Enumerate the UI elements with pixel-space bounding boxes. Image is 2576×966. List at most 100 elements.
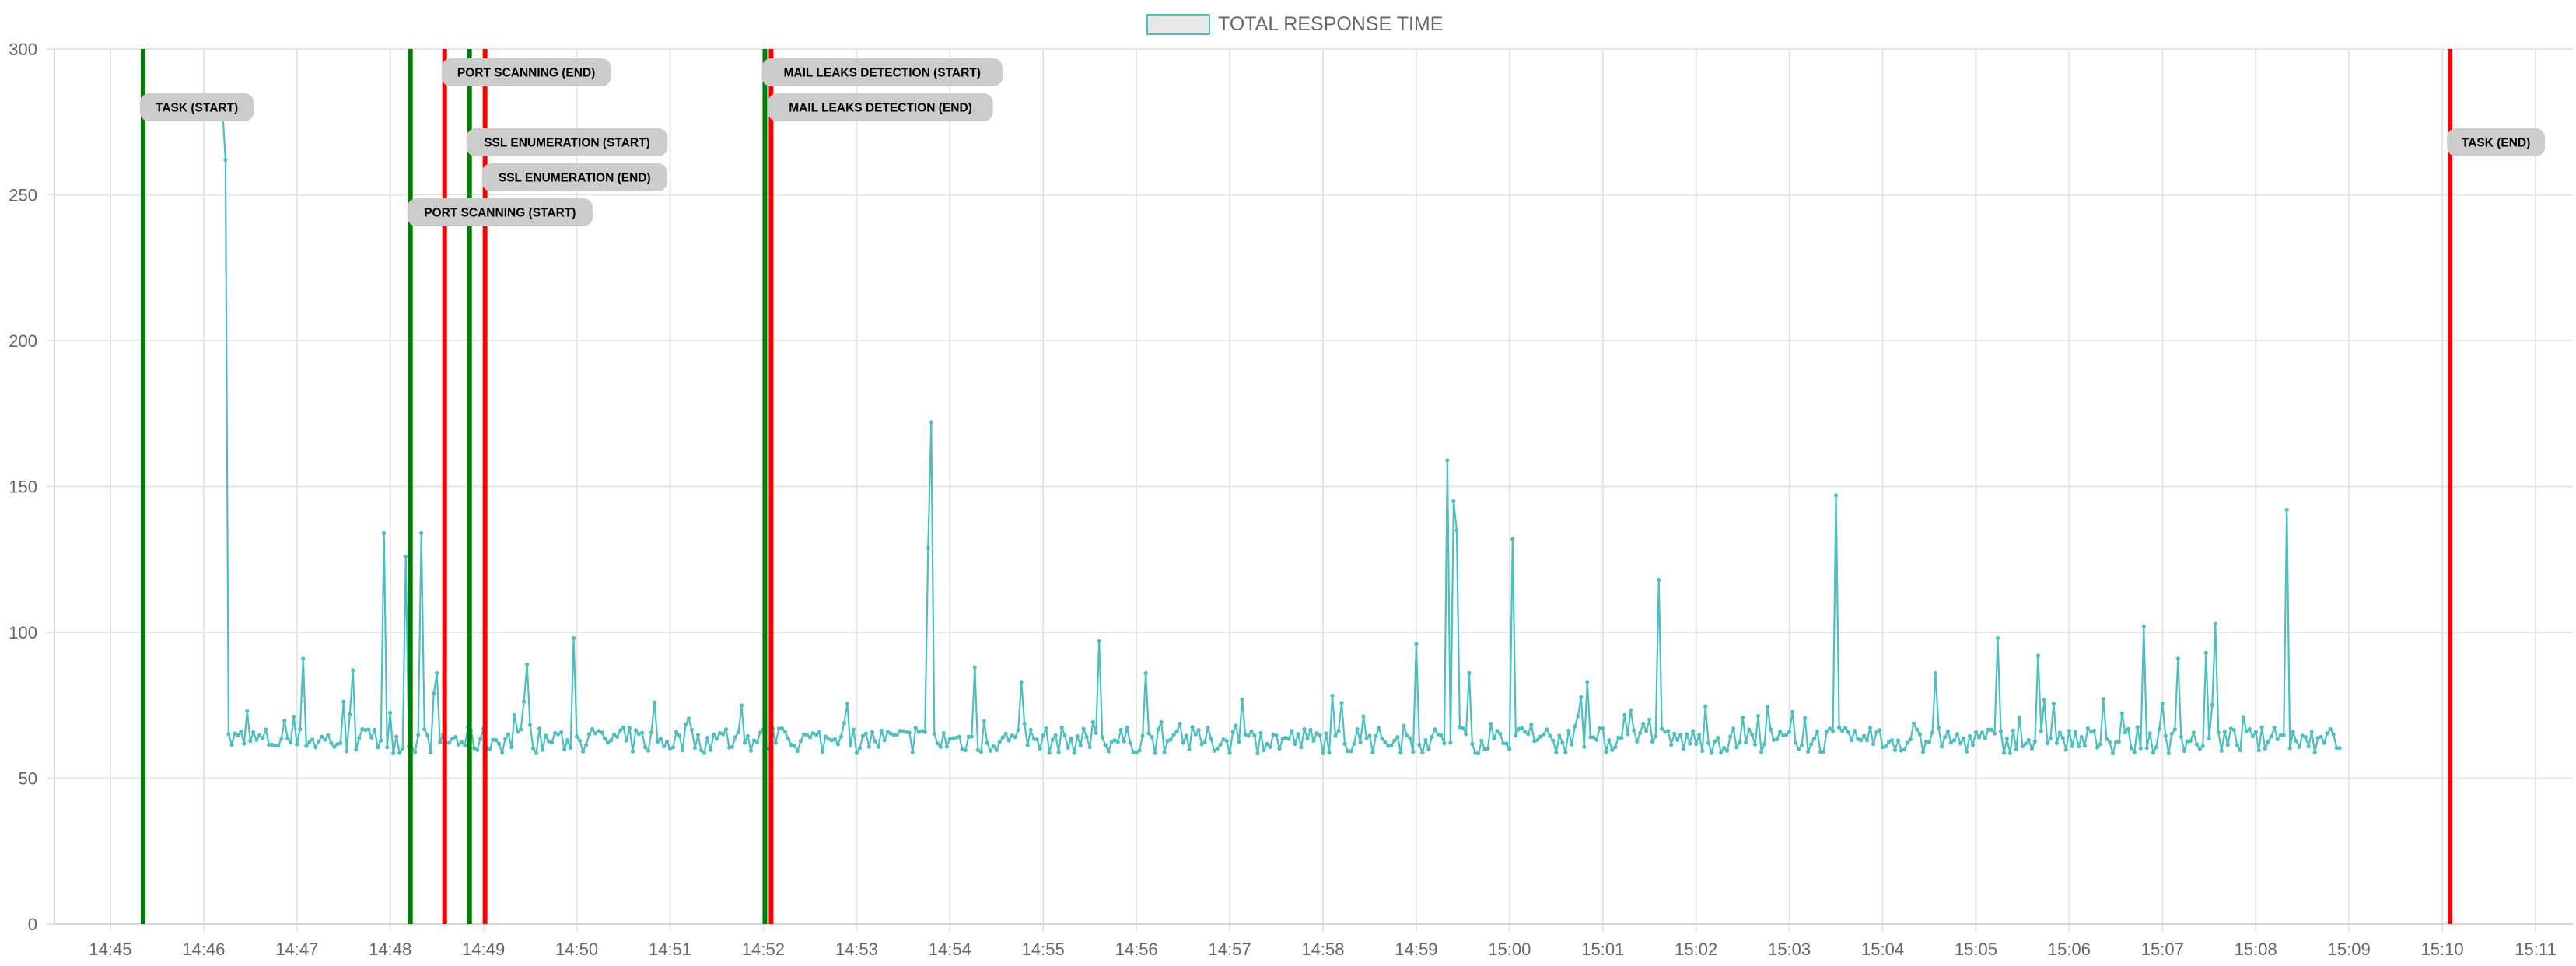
data-point: [310, 737, 315, 742]
x-tick-label: 15:09: [2328, 940, 2371, 959]
data-point: [2225, 743, 2230, 747]
data-point: [695, 733, 701, 737]
data-point: [882, 738, 887, 743]
data-point: [1923, 740, 1929, 744]
annotation-label-bg: [2447, 128, 2546, 156]
data-point: [1178, 721, 1182, 726]
data-point: [1762, 742, 1767, 747]
data-point: [1560, 740, 1565, 745]
data-point: [581, 749, 586, 754]
data-point: [1933, 670, 1938, 676]
x-tick-label: 15:10: [2421, 940, 2464, 959]
data-point: [1871, 742, 1876, 747]
data-point: [1902, 747, 1907, 752]
data-point: [391, 751, 396, 756]
data-point: [404, 554, 408, 559]
data-point: [779, 726, 785, 730]
data-point: [1781, 733, 1786, 738]
data-point: [1669, 742, 1674, 747]
data-point: [1112, 738, 1117, 743]
data-point: [1747, 727, 1752, 732]
data-point: [1299, 745, 1304, 750]
data-point: [817, 730, 821, 735]
annotation-label-bg: [407, 198, 593, 226]
data-point: [1336, 729, 1341, 733]
data-point: [698, 748, 704, 753]
data-point: [2309, 730, 2314, 734]
legend-swatch[interactable]: [1146, 14, 1210, 35]
data-point: [782, 730, 788, 734]
data-point: [1034, 737, 1039, 742]
data-point: [575, 734, 579, 739]
data-point: [907, 730, 912, 735]
data-point: [1504, 741, 1509, 746]
data-point: [1137, 748, 1142, 753]
data-point: [416, 733, 421, 737]
data-point: [550, 740, 555, 745]
data-point: [950, 736, 955, 741]
data-point: [1330, 693, 1335, 698]
data-point: [397, 751, 402, 755]
data-point: [2132, 750, 2137, 754]
data-point: [1942, 735, 1948, 740]
data-point: [870, 730, 874, 734]
data-point: [279, 737, 284, 741]
data-point: [1190, 725, 1195, 730]
legend-label[interactable]: TOTAL RESPONSE TIME: [1218, 13, 1443, 35]
data-point: [1367, 733, 1372, 738]
data-point: [326, 733, 331, 738]
data-point: [655, 740, 660, 744]
data-point: [2228, 726, 2233, 731]
data-point: [2278, 733, 2283, 737]
data-point: [304, 744, 309, 748]
data-point: [1995, 635, 2000, 641]
data-point: [848, 743, 852, 747]
data-point: [1850, 738, 1854, 743]
data-point: [1003, 731, 1008, 736]
data-point: [1638, 730, 1643, 736]
data-point: [379, 738, 383, 743]
data-point: [863, 731, 868, 736]
x-tick-label: 14:46: [182, 940, 225, 959]
data-point: [621, 725, 626, 730]
y-tick-label: 250: [9, 186, 37, 205]
data-point: [354, 747, 359, 752]
data-point: [1961, 736, 1966, 741]
data-point: [1868, 726, 1873, 730]
data-point: [1917, 732, 1923, 737]
data-point: [624, 738, 629, 743]
data-point: [1013, 735, 1017, 740]
data-point: [615, 734, 620, 739]
data-point: [2213, 621, 2217, 626]
data-point: [338, 740, 343, 746]
data-point: [2076, 744, 2081, 749]
data-point: [835, 742, 840, 747]
data-point: [1454, 528, 1459, 533]
data-point: [1355, 727, 1360, 732]
data-point: [1206, 725, 1210, 730]
data-point: [2070, 744, 2074, 748]
data-point: [1342, 741, 1347, 747]
data-point: [1255, 751, 1260, 756]
data-point: [463, 743, 467, 747]
data-point: [2200, 744, 2205, 748]
data-point: [559, 730, 564, 735]
data-point: [2147, 731, 2152, 736]
data-point: [708, 747, 713, 752]
data-point: [1613, 744, 1618, 750]
data-point: [720, 732, 726, 737]
data-point: [1249, 729, 1254, 733]
data-point: [982, 719, 986, 724]
data-point: [388, 710, 393, 716]
data-point: [1364, 736, 1369, 740]
x-tick-label: 15:06: [2048, 940, 2091, 959]
data-point: [525, 662, 530, 667]
data-point: [2166, 751, 2171, 756]
x-tick-label: 15:02: [1675, 940, 1717, 959]
legend[interactable]: TOTAL RESPONSE TIME: [1146, 13, 1443, 35]
data-point: [742, 740, 747, 745]
data-point: [642, 745, 648, 750]
data-point: [1470, 741, 1475, 747]
data-point: [2007, 751, 2012, 755]
x-tick-label: 15:00: [1488, 940, 1531, 959]
